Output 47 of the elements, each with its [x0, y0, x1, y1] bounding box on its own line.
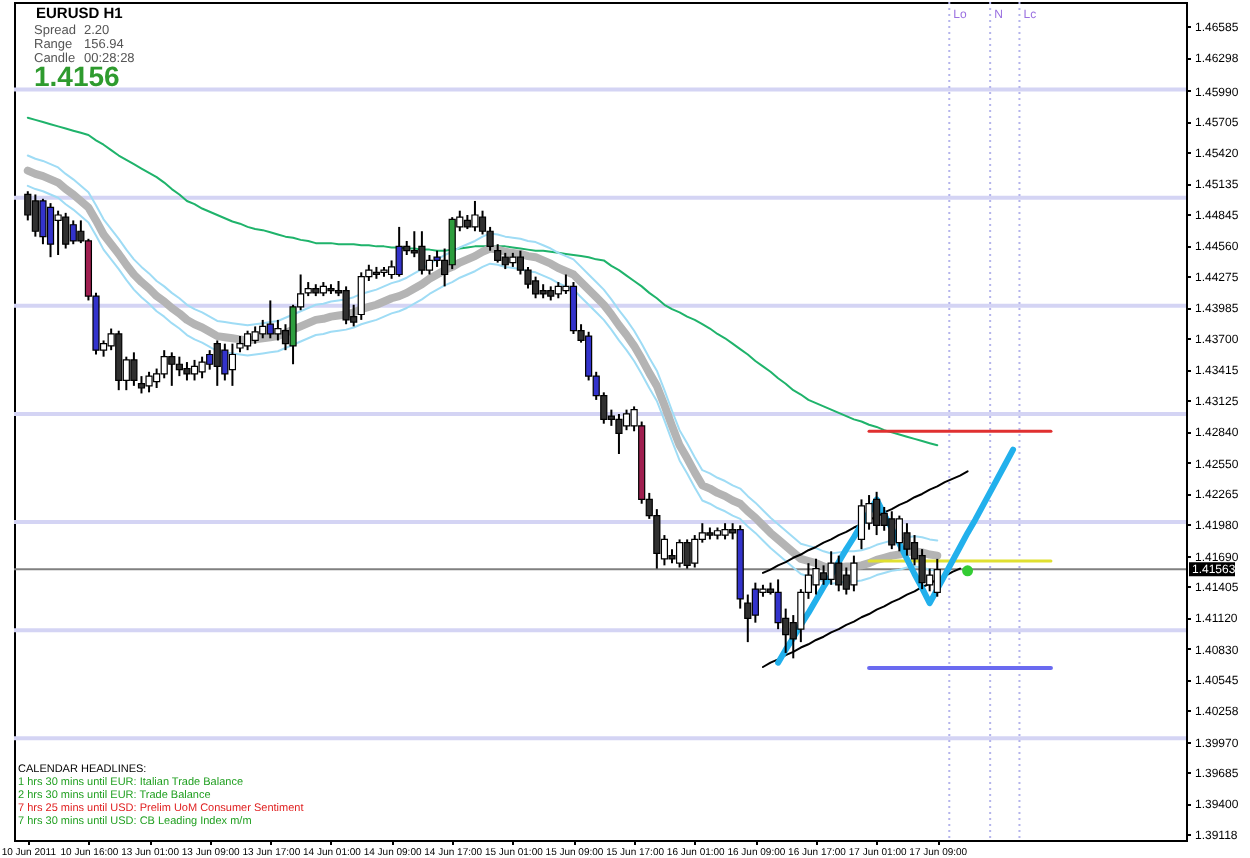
candlestick	[145, 370, 153, 394]
candlestick	[835, 554, 843, 593]
candlestick	[873, 490, 881, 537]
candlestick	[418, 230, 426, 276]
candlestick	[342, 285, 350, 326]
candlestick	[615, 412, 623, 455]
candlestick	[259, 318, 267, 340]
candlestick	[888, 510, 896, 551]
candlestick	[274, 318, 282, 342]
candlestick	[54, 209, 62, 257]
candlestick	[569, 281, 578, 335]
candlestick	[168, 351, 176, 387]
candlestick	[221, 342, 229, 382]
candlestick	[190, 358, 199, 382]
candlestick	[175, 355, 183, 378]
candlestick	[115, 329, 123, 392]
candlestick	[228, 342, 237, 387]
candlestick	[243, 329, 252, 352]
candlestick	[206, 349, 214, 371]
candlestick	[850, 554, 858, 593]
candlestick	[160, 349, 168, 380]
candlestick	[895, 514, 903, 553]
candlestick	[266, 299, 274, 340]
candlestick	[531, 275, 540, 300]
candlestick	[183, 361, 191, 382]
candlestick	[62, 211, 70, 250]
candlestick	[198, 355, 206, 380]
candlestick	[425, 254, 434, 276]
candlestick	[46, 202, 55, 259]
candlestick	[857, 498, 866, 551]
candlestick	[827, 550, 835, 586]
candlestick	[31, 193, 39, 238]
line-series	[761, 470, 969, 574]
candlestick	[130, 351, 138, 387]
annotation: 1.4156	[34, 60, 121, 92]
candlestick	[213, 339, 221, 387]
candlestick	[471, 199, 479, 233]
candlestick	[683, 538, 691, 570]
candlestick	[357, 271, 365, 321]
line-series	[775, 446, 1017, 666]
candlestick	[69, 219, 77, 246]
candlestick	[812, 557, 820, 596]
candlestick	[395, 225, 403, 278]
line-series	[26, 116, 939, 447]
candlestick	[819, 564, 828, 586]
candlestick	[675, 538, 684, 569]
candlestick	[903, 522, 911, 557]
